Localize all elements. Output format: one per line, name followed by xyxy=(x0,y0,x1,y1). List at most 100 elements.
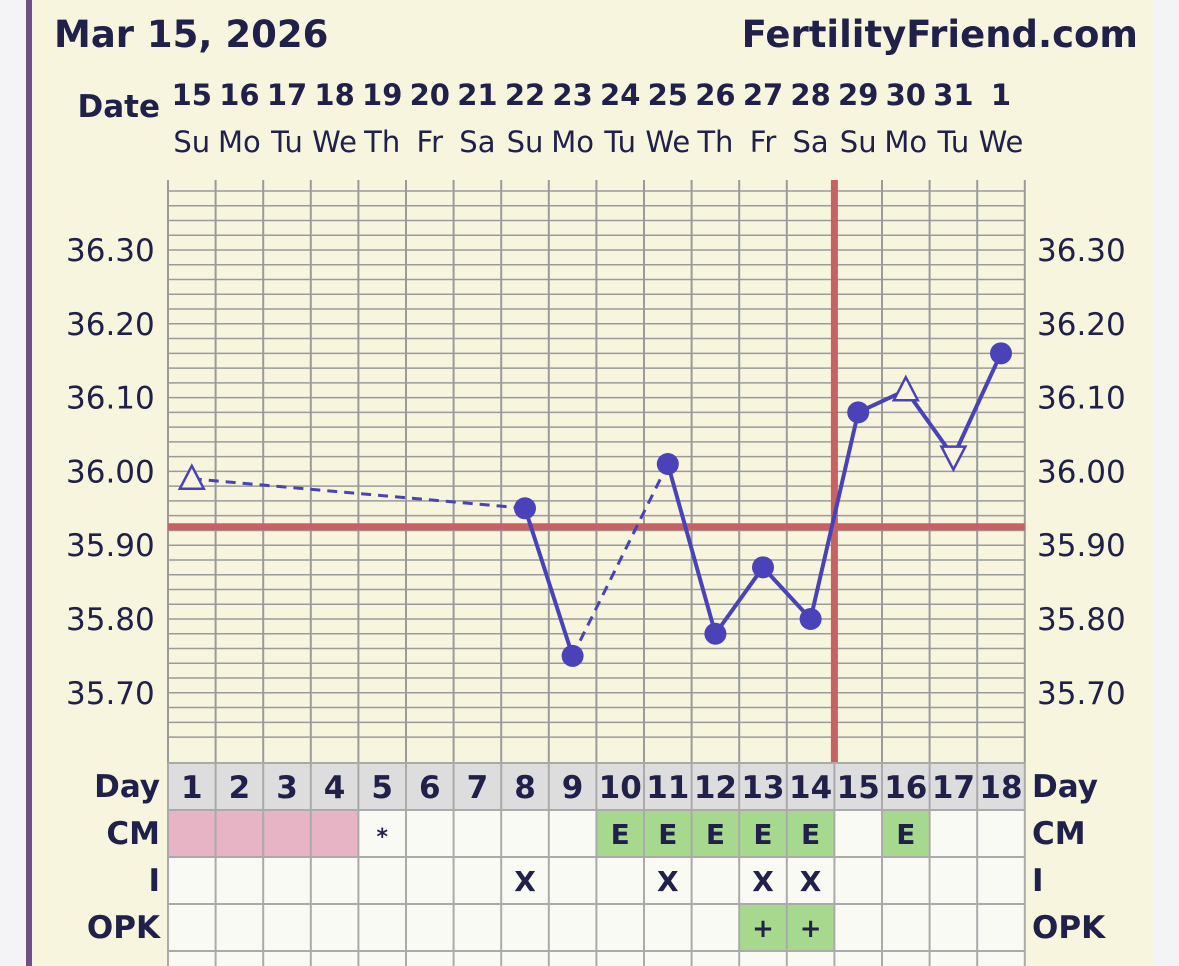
period-cell xyxy=(168,810,216,857)
temperature-segment xyxy=(523,507,575,657)
row-label-right: CM xyxy=(1032,816,1086,852)
y-tick-right: 36.20 xyxy=(1037,307,1126,343)
cycle-day-label: 4 xyxy=(324,770,346,806)
cycle-day-label: 10 xyxy=(599,770,642,806)
cm-value: E xyxy=(658,818,677,851)
intercourse-mark: X xyxy=(514,865,536,898)
temperature-point xyxy=(799,608,822,630)
y-tick-left: 36.10 xyxy=(66,381,155,417)
date-label: 27 xyxy=(743,78,783,112)
weekday-label: Tu xyxy=(937,125,970,159)
egg-white-cell xyxy=(596,810,644,857)
y-tick-left: 36.30 xyxy=(66,233,155,269)
weekday-label: Mo xyxy=(551,125,594,159)
row-label-right: Day xyxy=(1032,769,1098,805)
weekday-label: Tu xyxy=(270,125,303,159)
date-label: 24 xyxy=(600,78,640,112)
intercourse-mark: X xyxy=(752,865,774,898)
date-label: 18 xyxy=(314,78,354,112)
chart-date: Mar 15, 2026 xyxy=(54,13,328,56)
date-label: 22 xyxy=(505,78,545,112)
temperature-point xyxy=(704,622,727,645)
weekday-label: Th xyxy=(363,125,400,159)
intercourse-mark: X xyxy=(800,865,822,898)
cycle-day-label: 12 xyxy=(694,770,737,806)
chart-frame: Mar 15, 2026 FertilityFriend.com Date 15… xyxy=(26,0,1153,966)
temperature-point xyxy=(847,401,870,424)
weekday-label: Fr xyxy=(750,125,777,159)
cycle-day-label: 3 xyxy=(276,770,298,806)
cycle-day-label: 14 xyxy=(789,770,832,806)
y-tick-left: 35.70 xyxy=(66,676,155,712)
y-tick-left: 35.80 xyxy=(66,602,155,638)
temperature-segment xyxy=(951,352,1003,458)
intercourse-mark: X xyxy=(657,865,679,898)
opk-positive-cell xyxy=(739,904,787,951)
weekday-label: Sa xyxy=(459,125,495,159)
cycle-day-label: 2 xyxy=(229,770,251,806)
cm-value: E xyxy=(801,818,820,851)
weekday-label: We xyxy=(979,125,1024,159)
opk-mark: + xyxy=(752,914,774,944)
row-label-left: CM xyxy=(106,816,160,852)
opk-mark: + xyxy=(800,914,822,944)
y-tick-left: 36.20 xyxy=(66,307,155,343)
temperature-point xyxy=(990,342,1012,365)
y-tick-right: 35.70 xyxy=(1037,676,1126,712)
cycle-day-label: 1 xyxy=(181,770,203,806)
date-label: 31 xyxy=(933,78,973,112)
weekday-label: Th xyxy=(696,125,733,159)
temperature-point xyxy=(561,644,584,667)
egg-white-cell xyxy=(786,810,835,857)
weekday-label: Mo xyxy=(218,125,261,159)
weekday-label: Su xyxy=(840,125,877,159)
weekday-label: Su xyxy=(173,125,210,159)
temperature-point xyxy=(752,556,774,579)
row-label-right: OPK xyxy=(1032,910,1106,946)
weekday-label: Sa xyxy=(793,125,829,159)
date-label: 25 xyxy=(648,78,688,112)
site-name: FertilityFriend.com xyxy=(742,13,1138,56)
cycle-day-label: 17 xyxy=(932,770,975,806)
y-tick-right: 36.30 xyxy=(1037,233,1126,269)
date-label: 20 xyxy=(410,78,450,112)
cm-value: E xyxy=(753,818,772,851)
date-label: 30 xyxy=(886,78,926,112)
date-label: 21 xyxy=(457,78,497,112)
cycle-day-label: 18 xyxy=(979,770,1022,806)
date-row-label: Date xyxy=(78,89,161,125)
y-tick-right: 36.10 xyxy=(1037,381,1126,417)
period-cell xyxy=(310,810,359,857)
egg-white-cell xyxy=(691,810,740,857)
cm-value: E xyxy=(706,818,725,851)
row-label-left: Day xyxy=(94,769,160,805)
egg-white-cell xyxy=(644,810,692,857)
y-tick-right: 36.00 xyxy=(1037,454,1126,490)
weekday-label: Su xyxy=(507,125,544,159)
row-label-right: I xyxy=(1032,863,1044,899)
date-label: 29 xyxy=(838,78,878,112)
date-label: 15 xyxy=(172,78,212,112)
row-label-left: OPK xyxy=(87,910,161,946)
temperature-segment xyxy=(191,477,526,510)
temperature-point xyxy=(656,453,679,476)
date-label: 16 xyxy=(219,78,259,112)
temperature-segment xyxy=(571,463,670,657)
weekday-label: We xyxy=(645,125,690,159)
weekday-label: Tu xyxy=(603,125,636,159)
date-label: 19 xyxy=(362,78,402,112)
temperature-point-open xyxy=(891,374,920,402)
cycle-day-label: 15 xyxy=(837,770,880,806)
cm-value: E xyxy=(611,818,630,851)
cycle-day-label: 16 xyxy=(884,770,927,806)
y-tick-right: 35.80 xyxy=(1037,602,1126,638)
temperature-point-open xyxy=(177,463,206,491)
temperature-segment xyxy=(713,566,765,635)
period-cell xyxy=(263,810,311,857)
weekday-label: Mo xyxy=(884,125,927,159)
temperature-segment xyxy=(808,411,861,620)
cm-value: * xyxy=(376,825,388,850)
bbt-chart: Mar 15, 2026 FertilityFriend.com Date 15… xyxy=(54,13,1138,966)
cycle-day-label: 9 xyxy=(562,770,584,806)
cycle-day-label: 5 xyxy=(371,770,393,806)
